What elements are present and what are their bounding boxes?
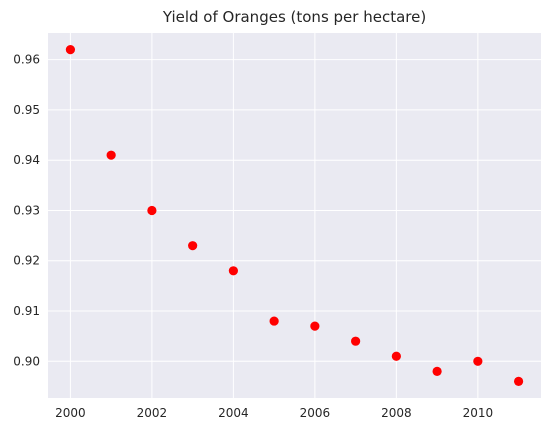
x-tick-label: 2000 [55, 406, 86, 420]
data-point [391, 351, 401, 361]
data-point [473, 356, 483, 366]
x-tick-label: 2008 [381, 406, 412, 420]
data-point [310, 321, 320, 331]
y-axis-ticks: 0.90 0.91 0.92 0.93 0.94 0.95 0.96 [13, 53, 40, 369]
data-point [228, 266, 238, 276]
y-tick-label: 0.92 [13, 254, 40, 268]
x-tick-label: 2006 [300, 406, 331, 420]
y-tick-label: 0.91 [13, 304, 40, 318]
data-point [106, 150, 116, 160]
y-tick-label: 0.90 [13, 354, 40, 368]
y-tick-label: 0.94 [13, 153, 40, 167]
data-point [147, 205, 157, 216]
chart-title: Yield of Oranges (tons per hectare) [162, 8, 426, 26]
x-tick-label: 2004 [218, 406, 249, 420]
y-tick-label: 0.95 [13, 103, 40, 117]
data-point [513, 376, 524, 387]
data-point [432, 366, 442, 376]
data-point [65, 44, 76, 55]
plot-area [48, 33, 541, 398]
data-point [188, 241, 198, 251]
data-point [351, 336, 361, 346]
x-axis-ticks: 2000 2002 2004 2006 2008 2010 [55, 406, 493, 420]
x-tick-label: 2010 [463, 406, 494, 420]
grid-lines [48, 33, 541, 398]
data-point [269, 316, 279, 326]
scatter-points [65, 44, 524, 387]
y-tick-label: 0.93 [13, 203, 40, 217]
y-tick-label: 0.96 [13, 53, 40, 67]
x-tick-label: 2002 [137, 406, 168, 420]
